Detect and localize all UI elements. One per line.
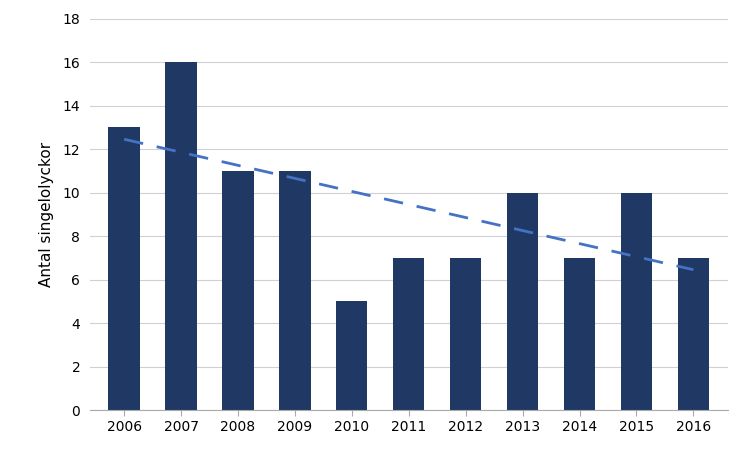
Bar xyxy=(678,258,709,410)
Bar xyxy=(222,171,254,410)
Bar xyxy=(336,302,368,410)
Bar xyxy=(507,192,538,410)
Bar xyxy=(166,62,196,410)
Bar xyxy=(450,258,482,410)
Y-axis label: Antal singelolyckor: Antal singelolyckor xyxy=(39,142,54,287)
Bar xyxy=(564,258,596,410)
Bar xyxy=(621,192,652,410)
Bar xyxy=(109,127,140,410)
Bar xyxy=(279,171,310,410)
Bar xyxy=(393,258,424,410)
